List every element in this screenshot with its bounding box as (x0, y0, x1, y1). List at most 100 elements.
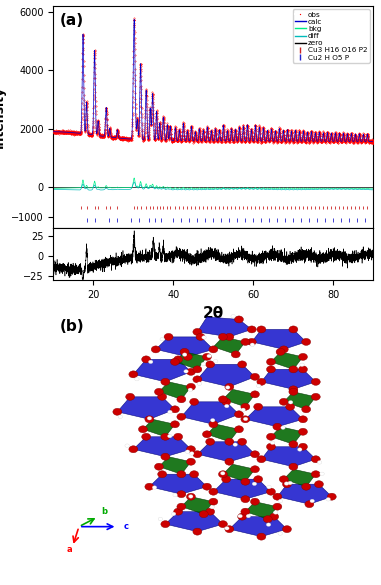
Circle shape (270, 513, 279, 520)
Circle shape (298, 366, 307, 373)
Text: b: b (101, 507, 107, 516)
Circle shape (206, 361, 215, 368)
Circle shape (225, 458, 234, 465)
Circle shape (154, 463, 163, 470)
Circle shape (241, 403, 250, 410)
Text: (a): (a) (60, 12, 84, 27)
Circle shape (174, 433, 182, 441)
Polygon shape (245, 502, 277, 519)
Circle shape (234, 426, 243, 433)
Polygon shape (143, 419, 175, 437)
Circle shape (241, 478, 250, 485)
Circle shape (224, 404, 229, 408)
Circle shape (314, 481, 323, 488)
X-axis label: 2θ: 2θ (203, 306, 224, 321)
Circle shape (279, 346, 288, 353)
Circle shape (273, 493, 282, 500)
Circle shape (199, 511, 208, 518)
Circle shape (226, 386, 230, 389)
diff (362, 185, 366, 192)
bkg (370, 185, 375, 192)
Circle shape (266, 366, 275, 373)
Circle shape (209, 346, 218, 353)
Circle shape (302, 483, 311, 490)
Circle shape (266, 523, 271, 526)
Circle shape (247, 338, 256, 345)
Circle shape (298, 443, 307, 450)
Circle shape (247, 326, 256, 333)
Circle shape (238, 361, 247, 368)
Polygon shape (271, 352, 303, 369)
Circle shape (161, 521, 170, 528)
Polygon shape (133, 437, 191, 457)
Circle shape (210, 418, 215, 422)
Circle shape (267, 486, 271, 489)
Circle shape (113, 408, 122, 415)
calc (361, 131, 366, 138)
Circle shape (221, 472, 225, 475)
Circle shape (147, 417, 152, 420)
Circle shape (231, 315, 235, 318)
Circle shape (222, 476, 231, 483)
Circle shape (250, 451, 259, 457)
Polygon shape (197, 364, 255, 387)
Circle shape (118, 415, 123, 418)
diff (132, 178, 136, 185)
Polygon shape (159, 457, 191, 474)
Circle shape (254, 476, 263, 483)
Circle shape (298, 353, 307, 360)
Circle shape (243, 417, 248, 421)
Polygon shape (277, 484, 332, 504)
Circle shape (218, 471, 227, 478)
Circle shape (190, 398, 199, 405)
Circle shape (202, 483, 211, 490)
bkg (203, 185, 208, 192)
Circle shape (129, 446, 138, 453)
Circle shape (182, 353, 187, 356)
Circle shape (257, 326, 266, 333)
Circle shape (142, 356, 150, 363)
Circle shape (289, 326, 298, 333)
Polygon shape (223, 464, 255, 481)
Circle shape (257, 456, 266, 463)
Circle shape (246, 514, 251, 518)
Circle shape (206, 438, 215, 445)
Polygon shape (149, 474, 207, 494)
Circle shape (225, 333, 234, 340)
Circle shape (170, 421, 179, 428)
Circle shape (276, 349, 285, 355)
calc (132, 16, 136, 23)
Circle shape (305, 501, 314, 508)
Polygon shape (181, 402, 239, 424)
Circle shape (289, 366, 298, 373)
Circle shape (274, 511, 278, 514)
Circle shape (186, 383, 195, 390)
Circle shape (317, 460, 322, 464)
Circle shape (170, 359, 179, 366)
bkg (188, 185, 193, 192)
Circle shape (311, 378, 320, 386)
Circle shape (186, 369, 195, 376)
Circle shape (177, 471, 186, 478)
Circle shape (184, 370, 188, 373)
obs (186, 130, 190, 137)
Circle shape (225, 526, 234, 532)
Circle shape (270, 441, 275, 445)
Text: (b): (b) (60, 319, 84, 335)
Circle shape (234, 316, 243, 323)
Circle shape (284, 482, 289, 486)
Circle shape (311, 456, 320, 463)
Line: diff: diff (53, 182, 373, 190)
Circle shape (209, 488, 218, 495)
obs (203, 137, 208, 144)
Circle shape (241, 508, 250, 515)
Circle shape (202, 336, 206, 339)
Polygon shape (245, 407, 303, 427)
Polygon shape (284, 392, 316, 410)
Circle shape (327, 493, 336, 500)
Circle shape (129, 371, 138, 378)
diff (203, 186, 208, 193)
Circle shape (202, 431, 211, 438)
Circle shape (173, 493, 177, 497)
Circle shape (168, 434, 172, 438)
